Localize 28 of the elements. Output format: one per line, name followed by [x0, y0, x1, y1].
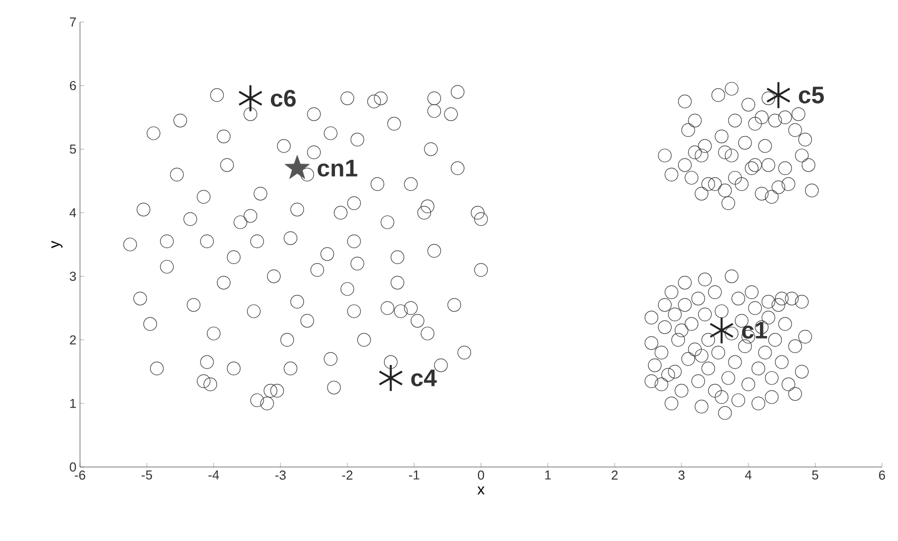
x-tick-label: -2 [342, 470, 352, 480]
x-tick-label: 0 [478, 470, 484, 480]
y-tick-label: 7 [70, 18, 76, 26]
x-tick-label: 3 [678, 470, 685, 480]
y-tick-label: 6 [70, 80, 76, 90]
y-axis-title: y [51, 240, 62, 248]
x-tick-label: 2 [612, 470, 618, 480]
point [284, 154, 310, 179]
x-tick-label: -6 [74, 470, 86, 480]
x-tick-label: -4 [208, 470, 220, 480]
x-tick-label: 5 [812, 470, 818, 480]
annotation: c5 [798, 86, 824, 104]
x-tick-label: 6 [879, 470, 886, 480]
annotation: c4 [411, 370, 437, 386]
y-tick-label: 5 [70, 144, 76, 154]
x-tick-label: 1 [545, 470, 551, 480]
y-tick-label: 1 [70, 398, 76, 408]
y-tick-label: 0 [70, 462, 76, 472]
y-tick-label: 4 [70, 208, 76, 218]
x-tick-label: -1 [408, 470, 420, 480]
x-tick-label: -3 [275, 470, 286, 480]
x-tick-label: 4 [745, 470, 752, 480]
x-tick-label: -5 [142, 470, 152, 480]
annotation: c6 [270, 90, 296, 107]
annotation: cn1 [318, 160, 358, 177]
x-axis-title: x [477, 486, 485, 494]
y-tick-label: 2 [70, 335, 76, 344]
y-tick-label: 3 [70, 272, 76, 281]
